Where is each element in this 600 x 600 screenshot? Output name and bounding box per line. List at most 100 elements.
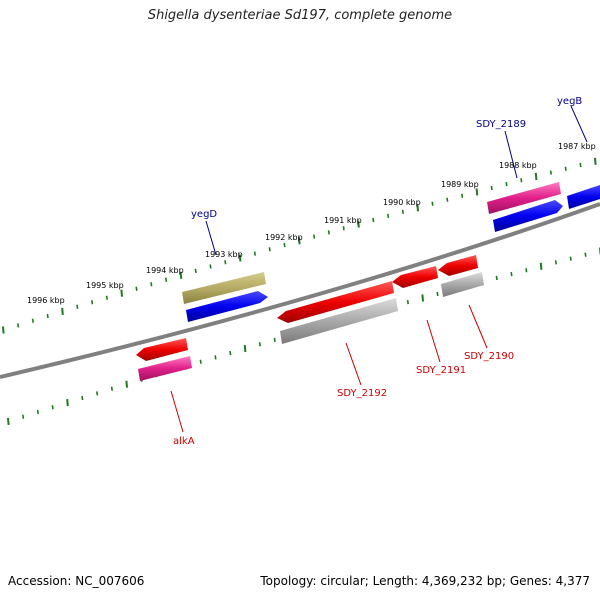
feature-yegD[interactable] [186,291,268,322]
outer-minor-tick [490,185,493,191]
tick-label-1987: 1987 kbp [558,142,596,151]
outer-major-tick [416,204,419,212]
tick-label-1996: 1996 kbp [27,296,65,305]
outer-minor-tick [313,234,316,239]
inner-minor-tick [436,291,439,297]
feature-yegB[interactable] [567,185,600,209]
outer-minor-tick [76,304,79,309]
inner-minor-tick [51,405,54,410]
gene-label-SDY-2189[interactable]: SDY_2189 [476,119,526,130]
outer-minor-tick [549,170,552,175]
gene-label-yegB[interactable]: yegB [557,96,582,107]
inner-minor-tick [22,414,25,419]
inner-minor-tick [584,252,587,257]
outer-minor-tick [505,181,508,187]
tick-label-1988: 1988 kbp [499,161,537,170]
feature-SDY-2192[interactable] [277,281,394,323]
leader-SDY-2191 [426,319,441,363]
outer-major-tick [238,254,242,262]
inner-minor-tick [495,275,498,281]
leader-SDY-2189 [504,130,518,179]
inner-minor-tick [81,395,84,401]
outer-minor-tick [520,178,523,183]
feature-SDY-2189[interactable] [493,200,563,232]
outer-major-tick [2,326,5,334]
outer-minor-tick [224,260,227,265]
leader-SDY-2190 [468,304,488,349]
inner-minor-tick [554,260,557,265]
gene-label-SDY-2191[interactable]: SDY_2191 [416,365,466,376]
inner-minor-tick [258,342,261,347]
inner-minor-tick [273,337,276,343]
leader-yegD [205,220,217,256]
outer-minor-tick [372,217,375,223]
outer-minor-tick [446,197,449,202]
gene-label-alkA[interactable]: alkA [173,436,195,447]
outer-minor-tick [194,268,197,274]
outer-minor-tick [579,162,582,168]
outer-minor-tick [31,318,34,323]
gene-label-yegD[interactable]: yegD [191,209,217,220]
inner-minor-tick [36,409,39,415]
inner-major-tick [125,380,128,388]
outer-major-tick [179,271,183,279]
outer-major-tick [298,237,301,245]
gene-label-SDY-2192[interactable]: SDY_2192 [337,388,387,399]
outer-major-tick [357,220,360,228]
inner-minor-tick [510,271,513,277]
tick-label-1991: 1991 kbp [324,216,362,225]
outer-minor-tick [283,242,286,248]
outer-major-tick [475,188,479,196]
feature-alkA-red[interactable] [136,338,188,361]
inner-major-tick [539,262,543,270]
inner-major-tick [243,345,247,353]
inner-minor-tick [96,391,99,396]
feature-SDY-2192-grey[interactable] [280,298,398,344]
feature-SDY-2189-upper[interactable] [487,182,561,214]
outer-minor-tick [150,282,153,287]
feature-yegD-upstream[interactable] [182,272,266,304]
gene-label-SDY-2190[interactable]: SDY_2190 [464,351,514,362]
outer-minor-tick [431,201,434,206]
outer-minor-tick [17,323,20,328]
tick-label-1989: 1989 kbp [441,180,479,189]
genome-backbone [0,202,600,379]
inner-minor-tick [569,256,572,261]
inner-minor-tick [525,268,528,273]
leader-alkA [170,390,184,433]
inner-major-tick [7,417,10,425]
outer-minor-tick [387,213,390,219]
inner-minor-tick [214,355,217,360]
inner-minor-tick [406,299,409,305]
outer-minor-tick [91,300,94,305]
outer-major-tick [120,289,123,297]
inner-major-tick [66,399,69,407]
outer-tick-row [2,157,597,334]
outer-minor-tick [209,264,212,269]
accession-text: Accession: NC_007606 [8,574,145,588]
tick-label-1992: 1992 kbp [265,233,303,242]
feature-SDY-2191[interactable] [392,266,438,288]
inner-major-tick [421,294,424,302]
tick-label-1993: 1993 kbp [205,250,243,259]
feature-SDY-2190-grey[interactable] [441,272,484,297]
outer-minor-tick [342,226,345,231]
inner-minor-tick [110,386,113,391]
outer-minor-tick [401,209,404,214]
inner-minor-tick [229,350,232,356]
outer-major-tick [61,307,64,315]
genome-summary-text: Topology: circular; Length: 4,369,232 bp… [260,574,590,588]
outer-minor-tick [165,277,168,282]
feature-alkA[interactable] [138,356,192,381]
feature-SDY-2190[interactable] [438,255,478,276]
tick-label-1994: 1994 kbp [146,266,184,275]
outer-major-tick [534,172,538,180]
outer-major-tick [594,157,597,165]
outer-minor-tick [105,295,108,300]
outer-minor-tick [268,247,271,252]
outer-minor-tick [135,286,138,291]
map-title: Shigella dysenteriae Sd197, complete gen… [147,8,453,23]
outer-minor-tick [253,251,256,256]
tick-label-1990: 1990 kbp [383,198,421,207]
